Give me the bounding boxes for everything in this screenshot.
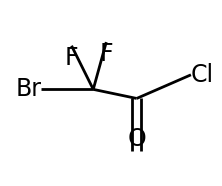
Text: F: F — [65, 46, 78, 70]
Text: Br: Br — [15, 77, 41, 101]
Text: O: O — [127, 127, 146, 151]
Text: F: F — [99, 42, 113, 66]
Text: Cl: Cl — [191, 63, 214, 87]
